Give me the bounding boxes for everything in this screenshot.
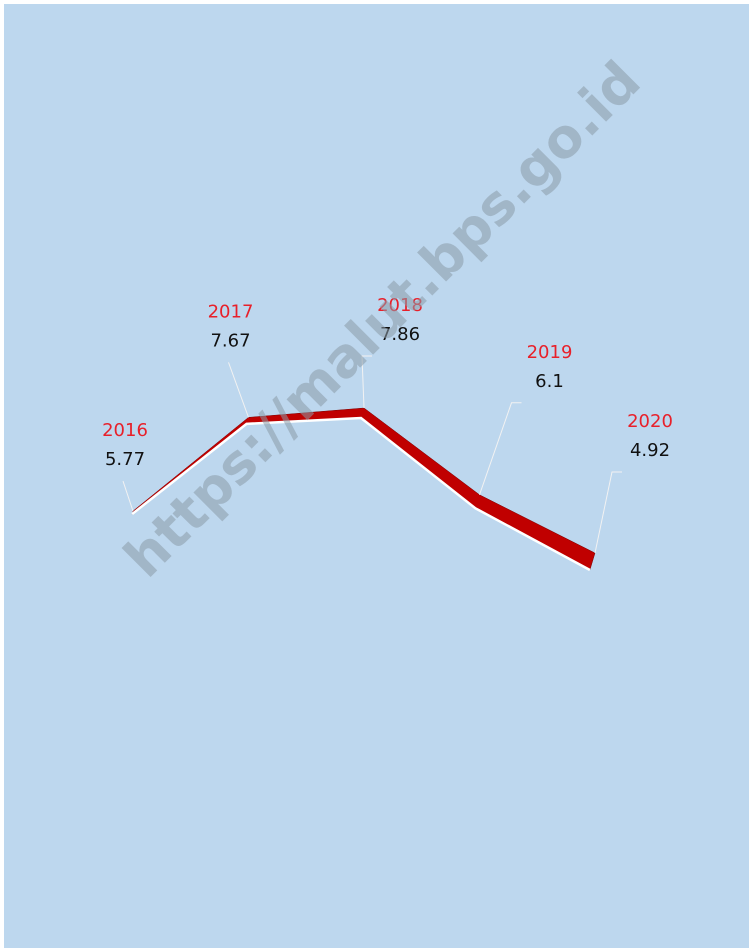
category-label: 2016 [102,420,148,441]
value-label: 7.67 [210,330,250,351]
leader-line [479,402,522,495]
plot-background [4,4,749,948]
value-label: 7.86 [380,324,420,345]
leader-line [228,362,249,418]
category-label: 2018 [377,295,423,316]
value-label: 4.92 [630,440,670,461]
ribbon-edge [131,416,591,572]
plot: 2016 5.77 2017 7.67 2018 7.86 2019 6.1 2020 4.92 [102,295,673,572]
leader-line [361,355,372,409]
value-label: 5.77 [105,449,145,470]
category-label: 2019 [527,342,573,363]
value-label: 6.1 [535,371,564,392]
category-label: 2017 [208,301,254,322]
leader-line [122,480,134,512]
category-label: 2020 [627,411,673,432]
leader-line [594,471,622,554]
